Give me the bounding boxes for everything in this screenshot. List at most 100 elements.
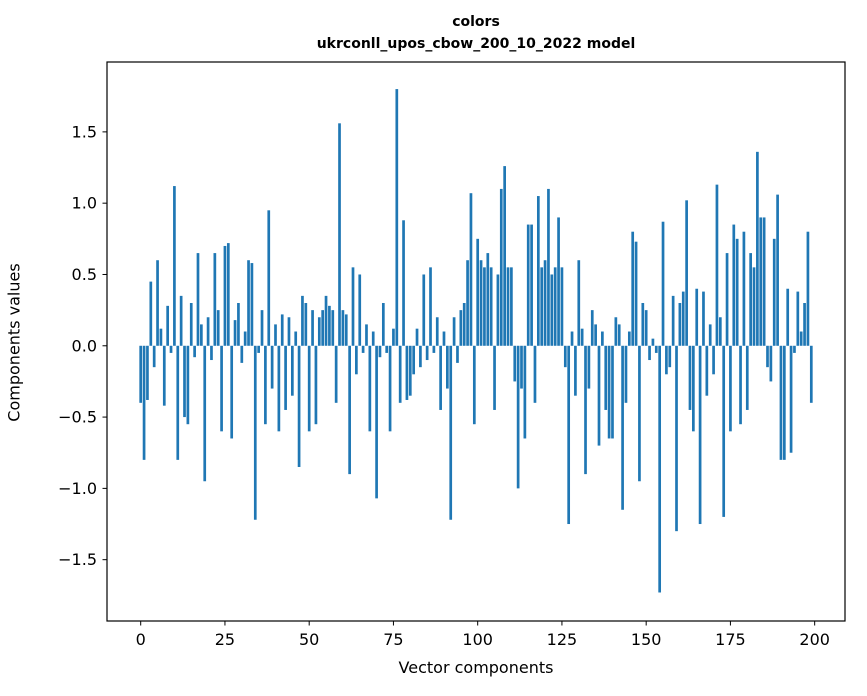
y-tick-label: −1.5 (58, 550, 97, 569)
x-axis-label: Vector components (398, 658, 554, 677)
bar (587, 345, 591, 389)
bar (274, 324, 277, 346)
bar (233, 320, 237, 346)
bar (290, 345, 294, 396)
bar (607, 345, 611, 439)
bar (547, 188, 550, 346)
bar (446, 345, 449, 389)
bar (415, 328, 419, 346)
bar (766, 345, 769, 368)
bar (317, 317, 321, 346)
bar (651, 338, 655, 346)
bar (563, 345, 567, 368)
bar (627, 331, 631, 346)
bar (462, 303, 466, 346)
bar (695, 288, 699, 346)
bar (476, 238, 480, 346)
bar (173, 186, 176, 346)
chart-title-line2: ukrconll_upos_cbow_200_10_2022 model (316, 36, 636, 52)
bar (678, 303, 682, 346)
bar (769, 345, 773, 382)
bar (408, 345, 412, 396)
bar (324, 295, 328, 346)
bar (297, 345, 301, 467)
bar (725, 253, 729, 346)
bar (533, 345, 537, 403)
bar (779, 345, 783, 460)
x-tick-label: 75 (383, 630, 403, 649)
bar (277, 345, 281, 432)
bar (516, 345, 520, 489)
bar (314, 345, 318, 425)
bar (247, 260, 250, 346)
bar (344, 314, 348, 346)
bar (617, 324, 621, 346)
bar (371, 331, 375, 346)
bar (530, 224, 533, 346)
bar (658, 345, 662, 593)
bar (304, 303, 308, 346)
bar (459, 310, 463, 346)
bar (210, 345, 213, 361)
bar (365, 324, 368, 346)
x-tick-label: 125 (547, 630, 578, 649)
bar (782, 345, 786, 460)
bar (351, 267, 355, 346)
bar (604, 345, 608, 410)
bar (560, 267, 564, 346)
bar (671, 295, 675, 346)
bar (621, 345, 624, 510)
bar (506, 267, 510, 346)
bar (361, 345, 365, 353)
bar (648, 345, 651, 361)
bar (739, 345, 742, 425)
bar (584, 345, 587, 475)
bar (712, 345, 715, 375)
bar (429, 267, 432, 346)
bar (567, 345, 571, 525)
bar (230, 345, 234, 439)
bar (449, 345, 453, 520)
bar (722, 345, 726, 517)
bar (729, 345, 732, 432)
bar (735, 238, 739, 346)
bar (186, 345, 190, 425)
bar (590, 310, 594, 346)
bar (732, 224, 736, 346)
bar (668, 345, 672, 368)
bar (142, 345, 146, 460)
bar (294, 331, 298, 346)
bar (786, 288, 790, 346)
bar (179, 295, 183, 346)
bar (432, 345, 436, 353)
bar (675, 345, 678, 532)
bar (162, 345, 166, 406)
bar (759, 217, 763, 346)
bar (237, 303, 240, 346)
bar (742, 231, 746, 346)
bar (718, 317, 722, 346)
bar (311, 310, 314, 346)
bar (287, 317, 291, 346)
bar (412, 345, 416, 375)
bar (776, 194, 779, 346)
bar (206, 317, 210, 346)
bar (510, 267, 513, 346)
bar (789, 345, 793, 453)
x-tick-label: 175 (715, 630, 746, 649)
bar (226, 243, 230, 346)
bar (348, 345, 351, 475)
bar (139, 345, 143, 403)
bar (398, 345, 402, 403)
bar (321, 310, 325, 346)
bar (280, 314, 284, 346)
bar (644, 310, 648, 346)
bar (388, 345, 392, 432)
bar (809, 345, 813, 403)
bar (702, 291, 705, 346)
bar (503, 166, 506, 346)
bar (381, 303, 385, 346)
bar (638, 345, 641, 482)
bar (543, 260, 547, 346)
